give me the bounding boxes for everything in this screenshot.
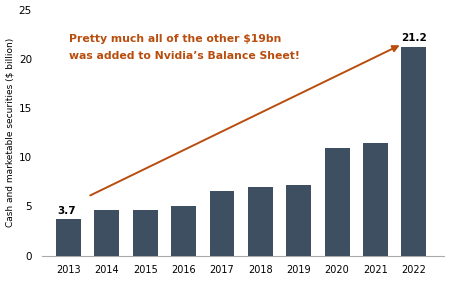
Bar: [210, 191, 234, 256]
Bar: [171, 207, 196, 256]
Bar: [363, 144, 388, 256]
Bar: [324, 148, 350, 256]
Bar: [133, 210, 158, 256]
Text: Pretty much all of the other $19bn: Pretty much all of the other $19bn: [68, 34, 281, 44]
Text: was added to Nvidia’s Balance Sheet!: was added to Nvidia’s Balance Sheet!: [68, 51, 299, 61]
Bar: [401, 47, 426, 256]
Y-axis label: Cash and marketable securities ($ billion): Cash and marketable securities ($ billio…: [5, 38, 14, 227]
Bar: [286, 185, 311, 256]
Text: 21.2: 21.2: [401, 33, 427, 43]
Bar: [94, 210, 119, 256]
Bar: [248, 187, 273, 256]
Text: 3.7: 3.7: [57, 206, 76, 216]
Bar: [56, 219, 81, 256]
